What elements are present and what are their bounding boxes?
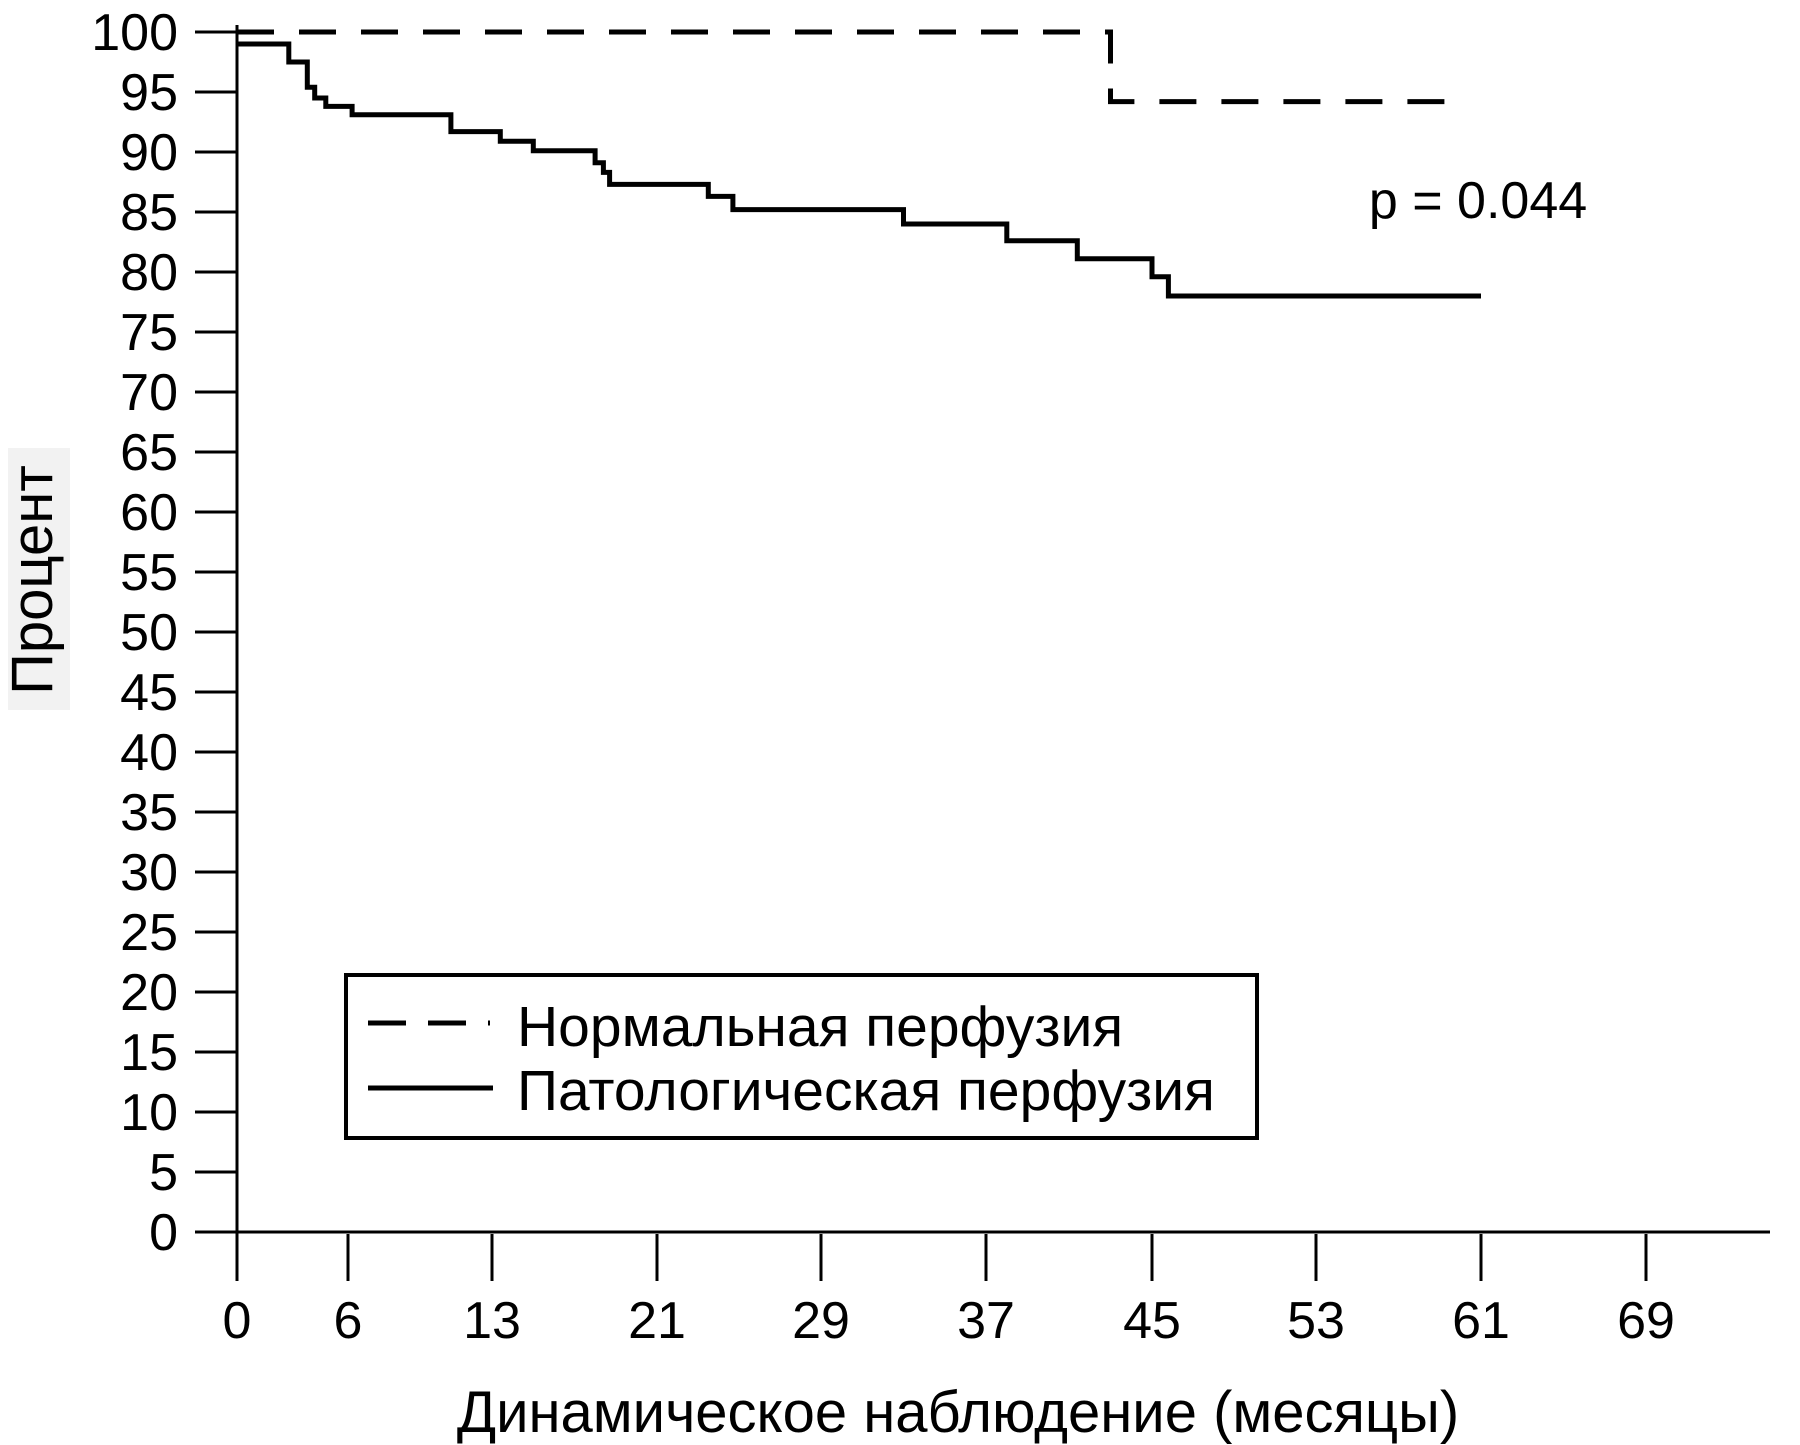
- legend-box: [344, 973, 1259, 1140]
- y-axis-ticks: 0510152025303540455055606570758085909510…: [91, 4, 236, 1262]
- y-tick-label: 80: [120, 244, 178, 302]
- y-tick-label: 35: [120, 784, 178, 842]
- x-tick-label: 53: [1287, 1292, 1345, 1350]
- series-normal-perfusion: [237, 29, 1461, 105]
- y-tick-label: 95: [120, 64, 178, 122]
- y-axis-title: Процент: [0, 465, 65, 695]
- y-tick-label: 100: [91, 4, 178, 62]
- x-tick-label: 37: [957, 1292, 1015, 1350]
- y-tick-label: 60: [120, 484, 178, 542]
- x-tick-label: 13: [463, 1292, 521, 1350]
- y-tick-label: 70: [120, 364, 178, 422]
- y-tick-label: 0: [149, 1204, 178, 1262]
- y-tick-label: 55: [120, 544, 178, 602]
- x-axis-ticks: 0 6 13 21 29 37 45 53 61 69: [223, 1234, 1675, 1350]
- x-tick-label: 29: [792, 1292, 850, 1350]
- y-tick-label: 45: [120, 664, 178, 722]
- y-tick-label: 65: [120, 424, 178, 482]
- legend: Нормальная перфузия Патологическая перфу…: [344, 973, 1259, 1140]
- x-axis-title: Динамическое наблюдение (месяцы): [457, 1380, 1459, 1445]
- x-tick-label: 45: [1123, 1292, 1181, 1350]
- y-tick-label: 10: [120, 1084, 178, 1142]
- y-tick-label: 50: [120, 604, 178, 662]
- survival-curves: [237, 29, 1481, 299]
- legend-label-normal: Нормальная перфузия: [517, 995, 1123, 1059]
- y-tick-label: 85: [120, 184, 178, 242]
- ylabel-background: [8, 448, 70, 710]
- y-tick-label: 75: [120, 304, 178, 362]
- y-tick-label: 30: [120, 844, 178, 902]
- y-tick-label: 20: [120, 964, 178, 1022]
- y-tick-label: 15: [120, 1024, 178, 1082]
- legend-label-pathologic: Патологическая перфузия: [517, 1059, 1215, 1123]
- x-tick-label: 0: [223, 1292, 252, 1350]
- y-tick-label: 5: [149, 1144, 178, 1202]
- y-tick-label: 25: [120, 904, 178, 962]
- series-pathologic-perfusion: [237, 41, 1481, 299]
- x-tick-label: 6: [334, 1292, 363, 1350]
- x-tick-label: 21: [628, 1292, 686, 1350]
- y-tick-label: 40: [120, 724, 178, 782]
- y-tick-label: 90: [120, 124, 178, 182]
- p-value-annotation: p = 0.044: [1369, 172, 1587, 230]
- x-tick-label: 61: [1452, 1292, 1510, 1350]
- x-tick-label: 69: [1617, 1292, 1675, 1350]
